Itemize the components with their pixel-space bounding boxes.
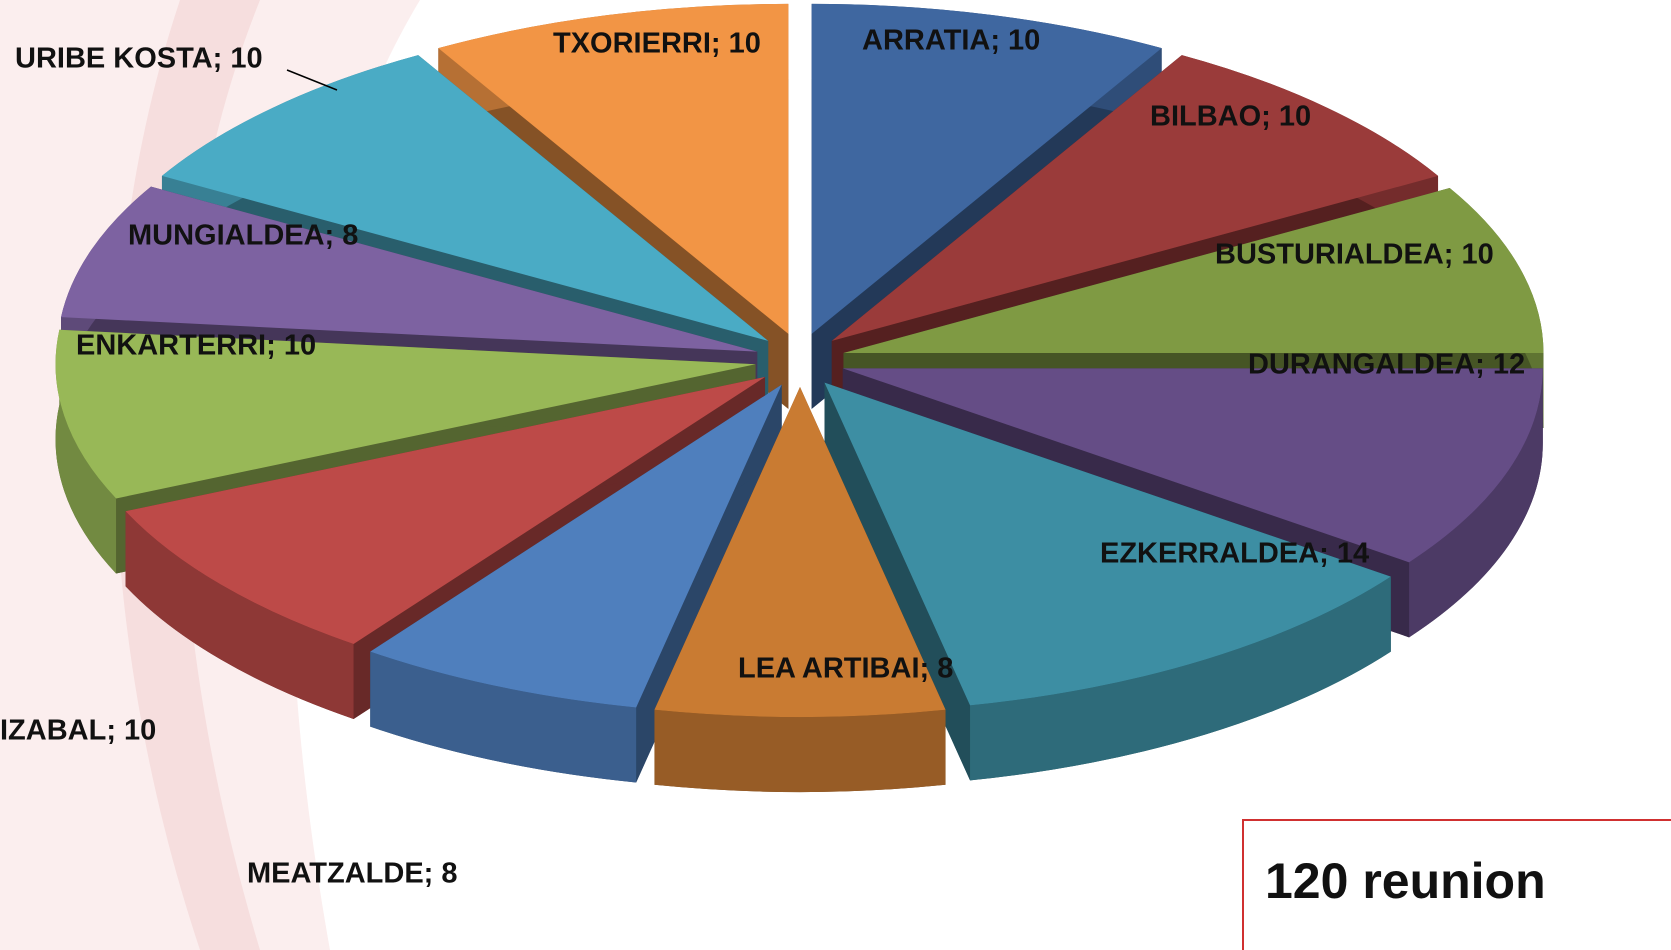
data-label: ENKARTERRI; 10: [76, 330, 316, 362]
slice-top: [831, 55, 1439, 341]
slice-top: [370, 384, 782, 708]
labels: ARRATIA; 10 BILBAO; 10 BUSTURIALDEA; 10 DUR…: [0, 25, 1525, 890]
data-label: BUSTURIALDEA; 10: [1215, 239, 1494, 271]
slice: [654, 387, 946, 792]
slice-top: [55, 329, 756, 499]
slice-top: [438, 3, 789, 334]
data-label: LEA ARTIBAI; 8: [738, 653, 953, 685]
data-label: MUNGIALDEA; 8: [128, 220, 358, 252]
slice-rim: [370, 651, 637, 783]
slice-top: [824, 382, 1391, 706]
slice-top: [125, 376, 766, 644]
leader-line: [286, 69, 338, 91]
data-label: MEATZALDE; 8: [247, 858, 458, 890]
annotation-box: [1242, 819, 1671, 950]
pie: [55, 3, 1544, 792]
slice-top: [161, 55, 769, 341]
slice-rim: [970, 576, 1391, 781]
slice-top: [843, 188, 1544, 354]
data-label: DURANGALDEA; 12: [1248, 349, 1525, 381]
data-label: IZABAL; 10: [0, 715, 156, 747]
slice-top: [61, 186, 758, 352]
slice-top: [811, 3, 1162, 334]
slice-rim: [654, 709, 946, 792]
annotation: 120 reunion: [1265, 853, 1546, 909]
data-label: BILBAO; 10: [1150, 101, 1311, 133]
slice-top: [654, 387, 946, 717]
slice: [824, 382, 1391, 781]
slice-rim: [1409, 368, 1543, 638]
slice-rim: [125, 511, 354, 719]
slice-side: [824, 382, 971, 781]
slice-top: [842, 368, 1543, 563]
data-label: URIBE KOSTA; 10: [15, 43, 263, 75]
data-label: EZKERRALDEA; 14: [1100, 538, 1369, 570]
data-label: TXORIERRI; 10: [553, 28, 761, 60]
data-label: ARRATIA; 10: [862, 25, 1040, 57]
slice-rim: [55, 329, 117, 574]
